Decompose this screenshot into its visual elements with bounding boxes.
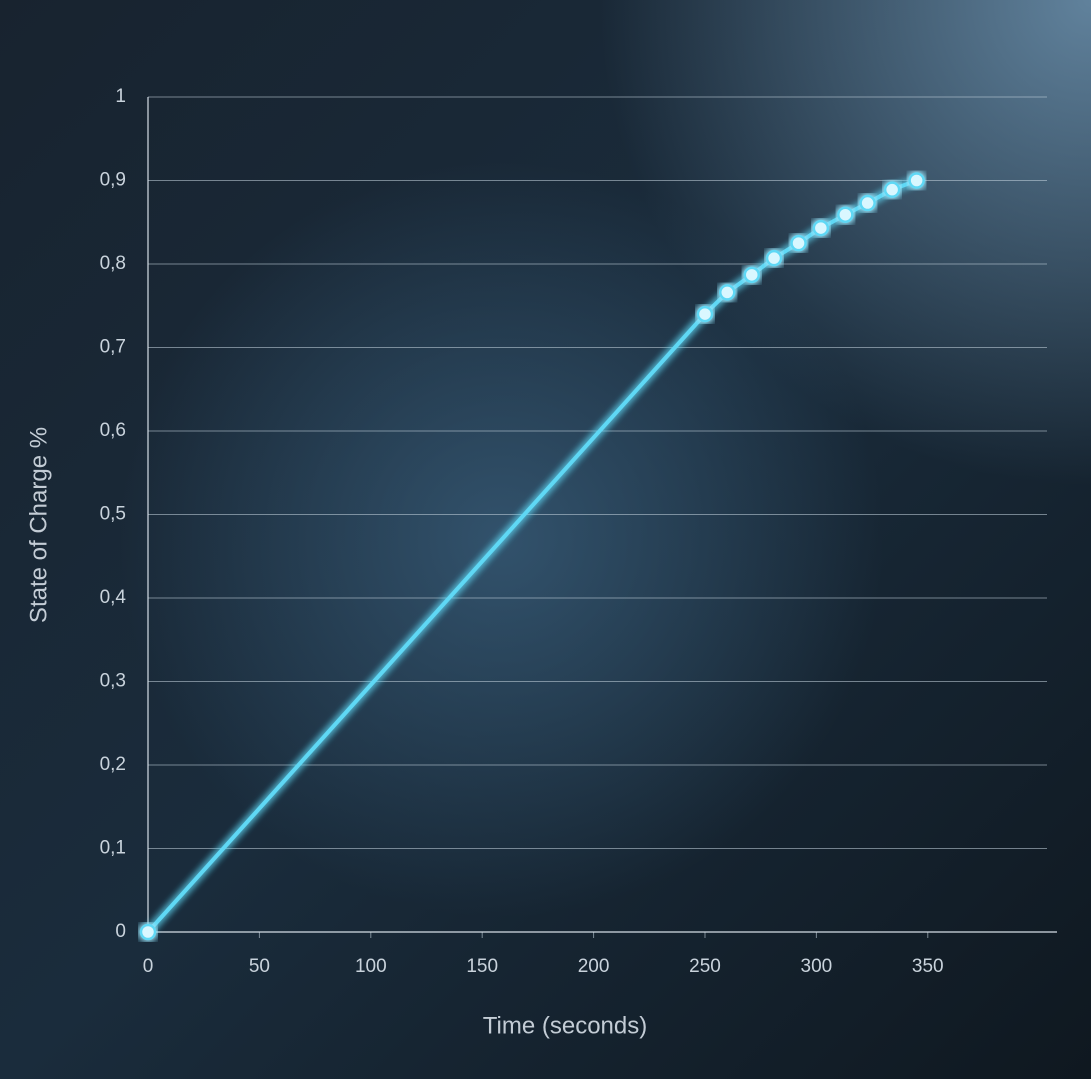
plot <box>139 172 925 941</box>
data-point <box>743 266 761 284</box>
grid: 0 0,1 0,2 0,3 0,4 0,5 0,6 0,7 0,8 0,9 1 0 50 100 150 20… <box>100 86 1057 977</box>
x-tick-label: 200 <box>578 956 610 977</box>
data-point <box>696 305 714 323</box>
data-point <box>812 219 830 237</box>
y-tick-label: 0,1 <box>100 838 126 859</box>
y-tick-label: 0,5 <box>100 504 126 525</box>
x-tick-label: 300 <box>801 956 833 977</box>
y-tick-label: 0,2 <box>100 754 126 775</box>
data-point <box>719 284 736 301</box>
y-axis-title: State of Charge % <box>25 427 52 623</box>
y-tick-label: 0,4 <box>100 587 127 608</box>
x-tick-label: 250 <box>689 956 721 977</box>
x-tick-label: 0 <box>143 956 154 977</box>
y-tick-label: 0,6 <box>100 420 126 441</box>
x-tick-label: 100 <box>355 956 387 977</box>
data-point <box>883 181 901 198</box>
x-tick-label: 150 <box>466 956 498 977</box>
y-tick-label: 1 <box>115 86 126 107</box>
data-point <box>859 194 876 212</box>
y-tick-label: 0,3 <box>100 671 126 692</box>
y-tick-label: 0,8 <box>100 253 126 274</box>
data-point <box>837 206 854 223</box>
x-tick-label: 350 <box>912 956 944 977</box>
y-tick-label: 0,7 <box>100 337 126 358</box>
data-point <box>790 234 807 252</box>
y-tick-label: 0,9 <box>100 170 126 191</box>
data-point <box>139 923 157 941</box>
x-axis-title: Time (seconds) <box>483 1012 647 1039</box>
x-tick-label: 50 <box>249 956 270 977</box>
y-tick-label: 0 <box>115 921 126 942</box>
data-point <box>908 172 925 189</box>
data-point <box>765 249 783 267</box>
